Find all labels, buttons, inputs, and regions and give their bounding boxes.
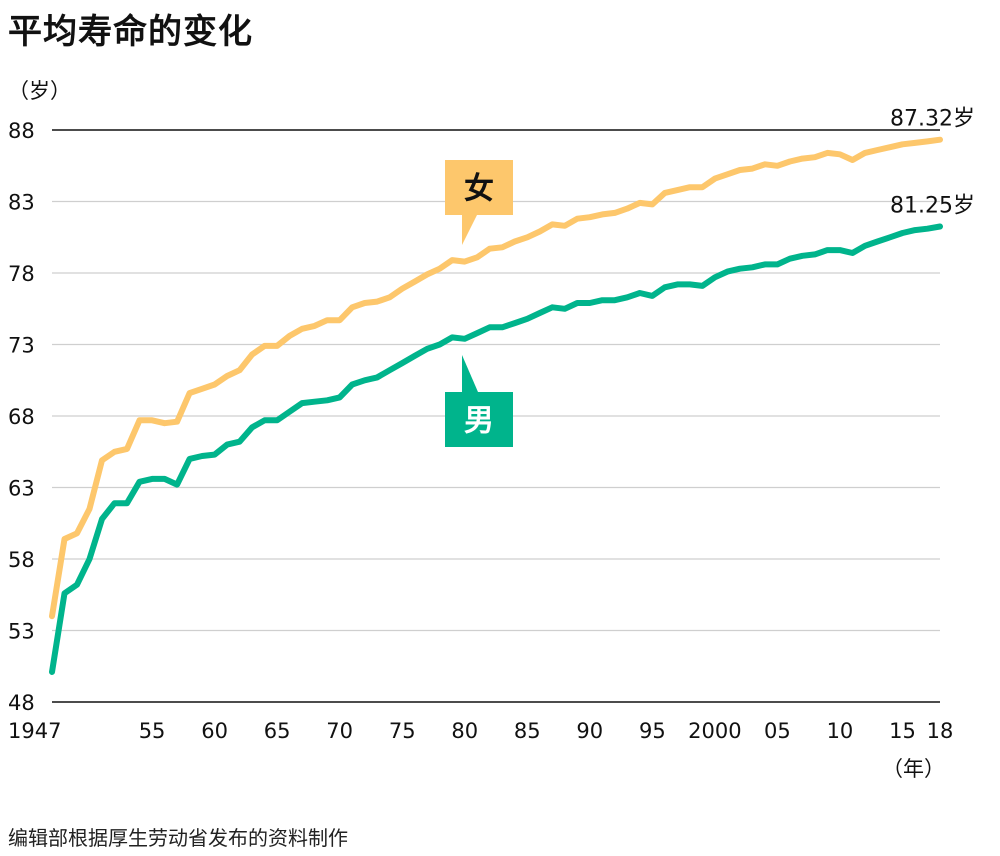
y-axis: （岁） 88 83 78 73 68 63 58 53 48 — [8, 79, 71, 715]
x-tick-label: 70 — [326, 719, 353, 743]
y-tick-label: 83 — [8, 191, 35, 215]
end-labels: 87.32岁 81.25岁 — [890, 107, 975, 219]
series-tag-pointer-1 — [462, 355, 478, 392]
y-tick-label: 88 — [8, 119, 35, 143]
x-tick-label: 15 — [889, 719, 916, 743]
x-tick-label: 95 — [639, 719, 666, 743]
end-label-0: 87.32岁 — [890, 107, 975, 132]
x-tick-label: 90 — [576, 719, 603, 743]
chart-title: 平均寿命的变化 — [8, 12, 253, 52]
x-tick-label: 55 — [139, 719, 166, 743]
series-tag-label-0: 女 — [464, 172, 494, 207]
source-note: 编辑部根据厚生劳动省发布的资料制作 — [8, 826, 348, 850]
series-tags: 女男 — [445, 160, 513, 447]
x-tick-label: 2000 — [688, 719, 741, 743]
x-tick-label: 85 — [514, 719, 541, 743]
x-tick-label: 60 — [201, 719, 228, 743]
series-tag-box-0 — [445, 160, 513, 215]
y-tick-label: 53 — [8, 620, 35, 644]
series-tag-label-1: 男 — [464, 404, 494, 439]
x-tick-label: 75 — [389, 719, 416, 743]
y-tick-label: 48 — [8, 691, 35, 715]
y-tick-label: 78 — [8, 262, 35, 286]
x-tick-label: 80 — [451, 719, 478, 743]
y-tick-label: 68 — [8, 405, 35, 429]
x-axis-unit: （年） — [882, 757, 945, 781]
series-line-1 — [49, 223, 943, 675]
series-tag-pointer-0 — [462, 215, 477, 245]
x-tick-label: 1947 — [8, 719, 61, 743]
x-tick-label: 10 — [827, 719, 854, 743]
x-axis: 1947 55 60 65 70 75 80 85 90 95 2000 05 10 15 18 （年） — [8, 719, 953, 781]
x-tick-label: 65 — [264, 719, 291, 743]
y-tick-label: 63 — [8, 477, 35, 501]
y-tick-label: 73 — [8, 334, 35, 358]
x-tick-label: 18 — [927, 719, 954, 743]
series-line-0 — [49, 136, 943, 620]
x-tick-label: 05 — [764, 719, 791, 743]
y-tick-label: 58 — [8, 548, 35, 572]
y-axis-unit: （岁） — [8, 79, 71, 103]
series-lines — [49, 136, 943, 675]
end-label-1: 81.25岁 — [890, 194, 975, 219]
series-tag-box-1 — [445, 392, 513, 447]
